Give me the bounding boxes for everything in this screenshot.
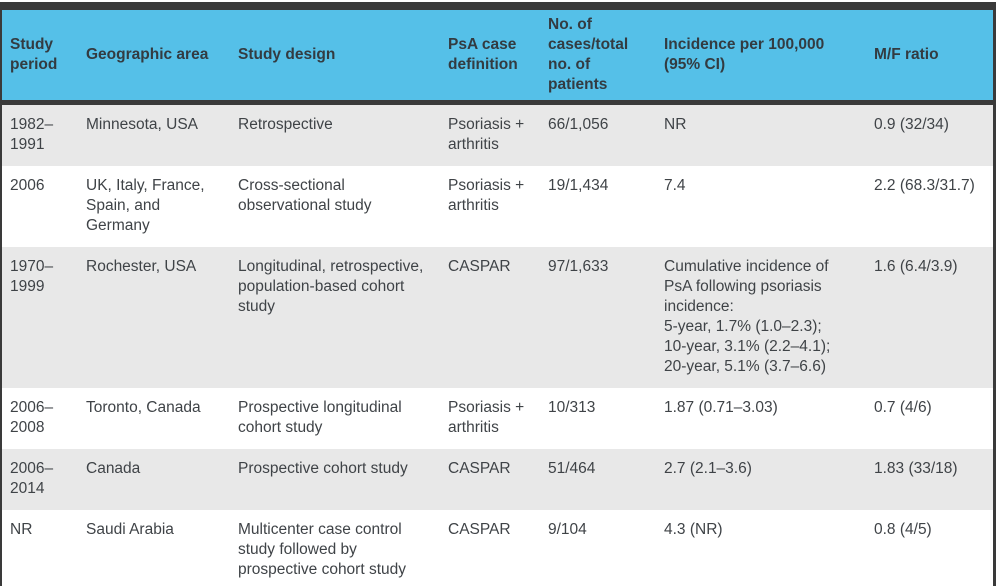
header-cell-mf-ratio: M/F ratio [866, 10, 993, 105]
header-cell-no-of-cases: No. of cases/total no. of patients [540, 10, 656, 105]
cell-geographic-area: Canada [86, 460, 141, 477]
cell-no-of-cases: 19/1,434 [548, 177, 609, 194]
cell-geographic-area: Rochester, USA [86, 258, 197, 275]
cell-incidence: 7.4 [664, 177, 686, 194]
cell-study-period: 2006–2008 [10, 399, 54, 436]
cell-study-period: 2006–2014 [10, 460, 54, 497]
table-row: 1970–1999 Rochester, USA Longitudinal, r… [2, 247, 993, 388]
header-row: Study period Geographic area Study desig… [2, 10, 993, 105]
table-body: 1982–1991 Minnesota, USA Retrospective P… [2, 102, 993, 586]
cell-incidence: Cumulative incidence of PsA following ps… [664, 258, 831, 375]
cell-no-of-cases: 51/464 [548, 460, 596, 477]
table-header: Study period Geographic area Study desig… [2, 10, 993, 105]
cell-mf-ratio: 0.9 (32/34) [874, 116, 949, 133]
cell-study-design: Prospective longitudinal cohort study [238, 399, 402, 436]
cell-study-design: Multicenter case control study followed … [238, 521, 407, 578]
table-row: 1982–1991 Minnesota, USA Retrospective P… [2, 102, 993, 166]
header-cell-study-design: Study design [230, 10, 440, 105]
cell-psa-definition: Psoriasis + arthritis [448, 177, 525, 214]
cell-study-period: 2006 [10, 177, 45, 194]
cell-psa-definition: CASPAR [448, 258, 511, 275]
table-row: NR Saudi Arabia Multicenter case control… [2, 510, 993, 586]
incidence-table: Study period Geographic area Study desig… [2, 10, 993, 586]
cell-mf-ratio: 1.83 (33/18) [874, 460, 958, 477]
cell-geographic-area: UK, Italy, France, Spain, and Germany [86, 177, 205, 234]
cell-study-period: NR [10, 521, 33, 538]
table-row: 2006 UK, Italy, France, Spain, and Germa… [2, 166, 993, 247]
table-row: 2006–2008 Toronto, Canada Prospective lo… [2, 388, 993, 449]
cell-geographic-area: Toronto, Canada [86, 399, 201, 416]
cell-psa-definition: CASPAR [448, 521, 511, 538]
cell-incidence: 4.3 (NR) [664, 521, 723, 538]
cell-no-of-cases: 66/1,056 [548, 116, 609, 133]
header-cell-study-period: Study period [2, 10, 78, 105]
cell-incidence: 2.7 (2.1–3.6) [664, 460, 752, 477]
table-row: 2006–2014 Canada Prospective cohort stud… [2, 449, 993, 510]
cell-no-of-cases: 9/104 [548, 521, 587, 538]
header-cell-geographic-area: Geographic area [78, 10, 230, 105]
header-cell-psa-case-definition: PsA case definition [440, 10, 540, 105]
cell-geographic-area: Minnesota, USA [86, 116, 198, 133]
cell-mf-ratio: 0.8 (4/5) [874, 521, 932, 538]
cell-psa-definition: CASPAR [448, 460, 511, 477]
cell-psa-definition: Psoriasis + arthritis [448, 399, 525, 436]
cell-geographic-area: Saudi Arabia [86, 521, 174, 538]
cell-mf-ratio: 2.2 (68.3/31.7) [874, 177, 975, 194]
cell-mf-ratio: 0.7 (4/6) [874, 399, 932, 416]
cell-study-design: Longitudinal, retrospective, population-… [238, 258, 424, 315]
cell-study-design: Prospective cohort study [238, 460, 408, 477]
cell-study-period: 1982–1991 [10, 116, 54, 153]
cell-no-of-cases: 97/1,633 [548, 258, 609, 275]
cell-mf-ratio: 1.6 (6.4/3.9) [874, 258, 958, 275]
cell-no-of-cases: 10/313 [548, 399, 596, 416]
cell-study-design: Retrospective [238, 116, 333, 133]
cell-study-period: 1970–1999 [10, 258, 54, 295]
cell-study-design: Cross-sectional observational study [238, 177, 372, 214]
cell-incidence: 1.87 (0.71–3.03) [664, 399, 778, 416]
cell-incidence: NR [664, 116, 687, 133]
header-cell-incidence: Incidence per 100,000 (95% CI) [656, 10, 866, 105]
cell-psa-definition: Psoriasis + arthritis [448, 116, 525, 153]
